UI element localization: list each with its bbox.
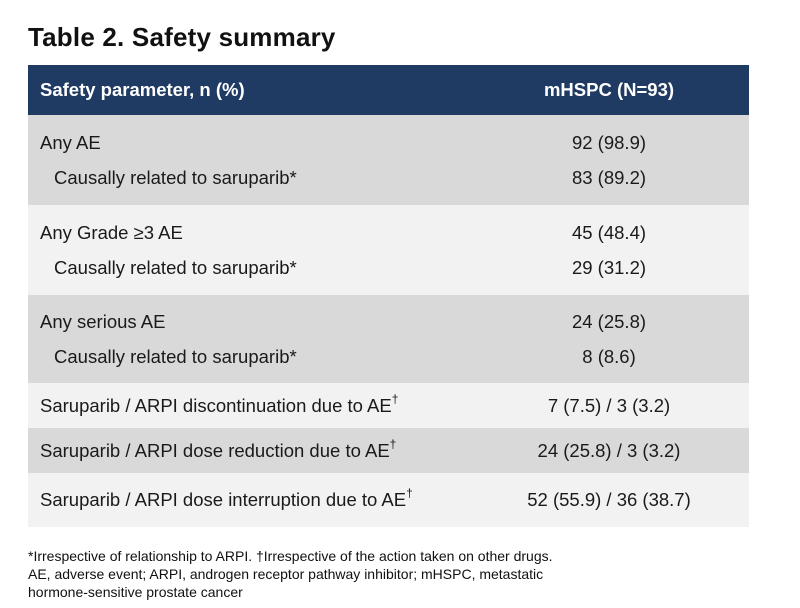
dagger-mark: † [389,436,397,451]
row-label: Causally related to saruparib* [54,256,297,278]
row-group-grade3: Any Grade ≥3 AE 45 (48.4) Causally relat… [28,205,749,295]
footnote-line: AE, adverse event; ARPI, androgen recept… [28,566,544,582]
table-row: Saruparib / ARPI dose interruption due t… [28,473,749,527]
table-row: Saruparib / ARPI discontinuation due to … [28,383,749,428]
row-value: 8 (8.6) [582,345,636,367]
row-value: 29 (31.2) [571,256,647,278]
row-value: 45 (48.4) [571,221,647,243]
header-parameter: Safety parameter, n (%) [40,79,245,100]
row-value: 92 (98.9) [571,131,647,153]
row-group-dose-interruption: Saruparib / ARPI dose interruption due t… [28,473,749,527]
table-header: Safety parameter, n (%) mHSPC (N=93) [28,65,749,115]
table-row: Causally related to saruparib* 8 (8.6) [28,339,749,374]
row-label: Any Grade ≥3 AE [40,221,183,243]
table-title: Table 2. Safety summary [28,22,336,52]
table-row: Causally related to saruparib* 83 (89.2) [28,160,749,195]
header-mhspc: mHSPC (N=93) [543,79,675,100]
row-value: 24 (25.8) / 3 (3.2) [537,439,681,461]
table-row: Causally related to saruparib* 29 (31.2) [28,250,749,285]
safety-table: Safety parameter, n (%) mHSPC (N=93) Any… [28,65,749,527]
dagger-mark: † [391,391,399,406]
row-label: Saruparib / ARPI dose reduction due to A… [40,436,397,462]
row-group-serious: Any serious AE 24 (25.8) Causally relate… [28,295,749,383]
row-value: 7 (7.5) / 3 (3.2) [547,394,671,416]
footnote-line: *Irrespective of relationship to ARPI. †… [28,548,553,564]
row-value: 52 (55.9) / 36 (38.7) [527,489,691,510]
row-group-discontinuation: Saruparib / ARPI discontinuation due to … [28,383,749,428]
row-label: Any AE [40,131,101,153]
row-label: Saruparib / ARPI dose interruption due t… [40,486,413,511]
table-row: Any Grade ≥3 AE 45 (48.4) [28,215,749,250]
row-group-any-ae: Any AE 92 (98.9) Causally related to sar… [28,115,749,205]
row-label: Causally related to saruparib* [54,345,297,367]
footnote-line: hormone-sensitive prostate cancer [28,584,243,600]
table-row: Saruparib / ARPI dose reduction due to A… [28,428,749,473]
row-label: Saruparib / ARPI discontinuation due to … [40,391,399,417]
table-row: Any AE 92 (98.9) [28,125,749,160]
row-label: Any serious AE [40,310,166,332]
row-group-dose-reduction: Saruparib / ARPI dose reduction due to A… [28,428,749,473]
row-value: 24 (25.8) [571,310,647,332]
row-value: 83 (89.2) [571,166,647,188]
footnote: *Irrespective of relationship to ARPI. †… [28,547,768,601]
row-label: Causally related to saruparib* [54,166,297,188]
dagger-mark: † [406,486,413,501]
table-row: Any serious AE 24 (25.8) [28,304,749,339]
